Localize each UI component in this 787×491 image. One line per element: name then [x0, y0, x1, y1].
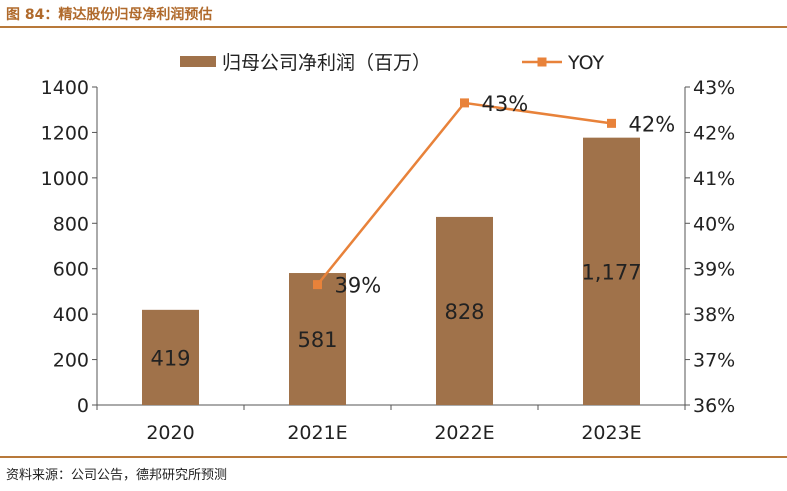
x-tick-label: 2020	[146, 422, 194, 444]
legend-line-label: YOY	[567, 52, 604, 74]
left-tick-label: 1200	[41, 122, 89, 144]
x-tick-label: 2023E	[581, 422, 641, 444]
bar-data-label: 581	[297, 328, 337, 352]
yoy-data-label: 39%	[335, 274, 382, 298]
left-tick-label: 400	[53, 304, 89, 326]
chart-area: 0 200 400 600 800 1000 1200 1400 36% 37% 38% 39% 40%…	[41, 52, 736, 444]
right-tick-label: 40%	[693, 213, 735, 235]
right-tick-label: 38%	[693, 304, 735, 326]
right-tick-label: 39%	[693, 259, 735, 281]
bar-data-label: 1,177	[581, 260, 641, 284]
right-tick-label: 43%	[693, 77, 735, 99]
left-tick-label: 800	[53, 213, 89, 235]
yoy-point	[460, 98, 469, 108]
source-note: 资料来源：公司公告，德邦研究所预测	[6, 468, 228, 483]
title-rule	[0, 26, 787, 28]
x-tick-label: 2021E	[287, 422, 347, 444]
bar	[583, 137, 640, 405]
yoy-data-label: 42%	[629, 112, 676, 136]
bar	[289, 273, 346, 405]
left-tick-label: 0	[77, 395, 89, 417]
left-tick-label: 200	[53, 350, 89, 372]
bar	[436, 216, 493, 405]
yoy-point	[313, 280, 322, 290]
bar-data-label: 419	[150, 346, 190, 370]
source-rule	[0, 456, 787, 458]
legend-line-marker	[537, 57, 547, 67]
legend-bar-swatch	[180, 56, 216, 67]
left-tick-label: 1000	[41, 168, 89, 190]
legend-bar-label: 归母公司净利润（百万）	[222, 52, 431, 74]
yoy-data-label: 43%	[482, 92, 529, 116]
left-tick-label: 1400	[41, 77, 89, 99]
left-tick-label: 600	[53, 259, 89, 281]
yoy-point	[607, 118, 616, 128]
right-tick-label: 42%	[693, 122, 735, 144]
right-tick-label: 37%	[693, 350, 735, 372]
bar-data-label: 828	[444, 300, 484, 324]
bar	[142, 309, 199, 405]
figure-title: 图 84：精达股份归母净利润预估	[6, 7, 213, 23]
right-tick-label: 41%	[693, 168, 735, 190]
right-tick-label: 36%	[693, 395, 735, 417]
x-tick-label: 2022E	[434, 422, 494, 444]
